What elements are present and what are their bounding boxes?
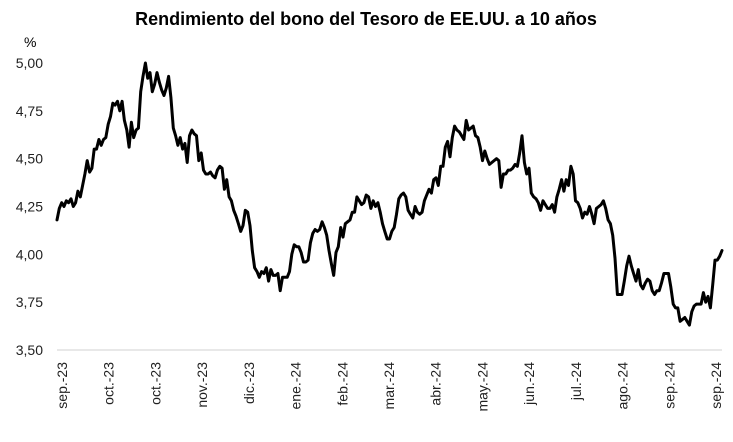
x-tick-label: sep.-23 [54, 362, 70, 409]
y-axis-ticks: 5,00 4,75 4,50 4,25 4,00 3,75 3,50 [16, 55, 43, 358]
x-tick-label: sep.-24 [661, 362, 677, 409]
x-tick-label: may.-24 [474, 362, 490, 412]
y-tick-label: 4,75 [16, 103, 43, 119]
x-tick-label: abr.-24 [428, 362, 444, 406]
y-tick-label: 4,00 [16, 246, 43, 262]
y-tick-label: 4,50 [16, 151, 43, 167]
chart-title: Rendimiento del bono del Tesoro de EE.UU… [135, 9, 597, 29]
x-tick-label: oct.-23 [147, 362, 163, 405]
y-tick-label: 4,25 [16, 199, 43, 215]
y-axis-unit: % [24, 34, 36, 50]
x-tick-label: feb.-24 [334, 362, 350, 406]
x-tick-label: sep.-24 [708, 362, 724, 409]
x-tick-label: jul.-24 [568, 362, 584, 401]
x-tick-label: oct.-23 [101, 362, 117, 405]
x-tick-label: jun.-24 [521, 362, 537, 406]
y-tick-label: 3,50 [16, 342, 43, 358]
x-tick-label: ene.-24 [288, 362, 304, 410]
yield-line [55, 61, 724, 327]
x-tick-label: mar.-24 [381, 362, 397, 410]
x-tick-label: ago.-24 [615, 362, 631, 410]
x-tick-label: dic.-23 [241, 362, 257, 404]
y-tick-label: 5,00 [16, 55, 43, 71]
y-tick-label: 3,75 [16, 294, 43, 310]
x-axis-ticks: sep.-23 oct.-23 oct.-23 nov.-23 dic.-23 ene.-… [54, 362, 724, 412]
x-tick-label: nov.-23 [194, 362, 210, 408]
